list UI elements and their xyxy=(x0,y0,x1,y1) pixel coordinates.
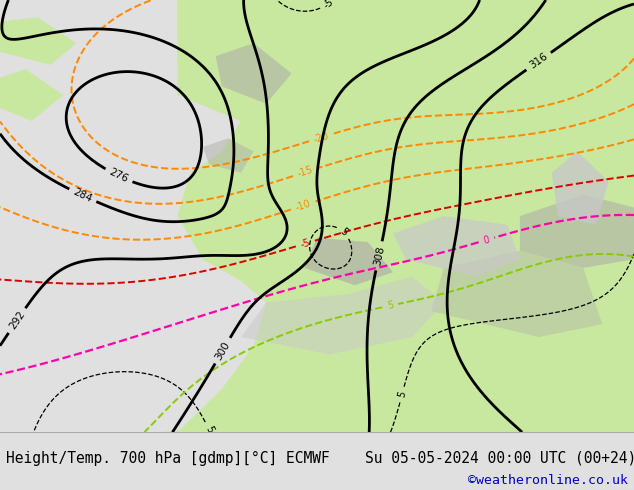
Polygon shape xyxy=(552,151,609,225)
Polygon shape xyxy=(178,0,317,121)
Text: 300: 300 xyxy=(214,340,232,362)
Text: Su 05-05-2024 00:00 UTC (00+24): Su 05-05-2024 00:00 UTC (00+24) xyxy=(365,451,634,465)
Polygon shape xyxy=(431,251,602,337)
Text: -5: -5 xyxy=(299,237,311,250)
Polygon shape xyxy=(178,0,634,432)
Text: Height/Temp. 700 hPa [gdmp][°C] ECMWF: Height/Temp. 700 hPa [gdmp][°C] ECMWF xyxy=(6,451,330,465)
Polygon shape xyxy=(158,380,634,432)
Text: 308: 308 xyxy=(372,245,386,267)
Polygon shape xyxy=(0,17,76,65)
Text: 5: 5 xyxy=(396,391,408,399)
Text: -20: -20 xyxy=(313,130,330,145)
Text: -10: -10 xyxy=(294,198,313,213)
Text: -15: -15 xyxy=(296,165,314,179)
Polygon shape xyxy=(241,276,444,354)
Text: 316: 316 xyxy=(527,51,550,71)
Text: -5: -5 xyxy=(322,0,335,10)
Text: 284: 284 xyxy=(72,187,94,204)
Polygon shape xyxy=(393,216,520,276)
Text: 5: 5 xyxy=(338,226,349,238)
Text: 276: 276 xyxy=(108,167,130,185)
Text: 5: 5 xyxy=(386,300,394,311)
Polygon shape xyxy=(0,69,63,121)
Polygon shape xyxy=(216,43,292,104)
Text: 0: 0 xyxy=(482,234,491,245)
Polygon shape xyxy=(304,238,393,285)
Text: ©weatheronline.co.uk: ©weatheronline.co.uk xyxy=(468,474,628,487)
Polygon shape xyxy=(203,138,254,173)
Text: 5: 5 xyxy=(203,424,215,434)
Polygon shape xyxy=(520,195,634,268)
Text: 292: 292 xyxy=(7,310,27,332)
